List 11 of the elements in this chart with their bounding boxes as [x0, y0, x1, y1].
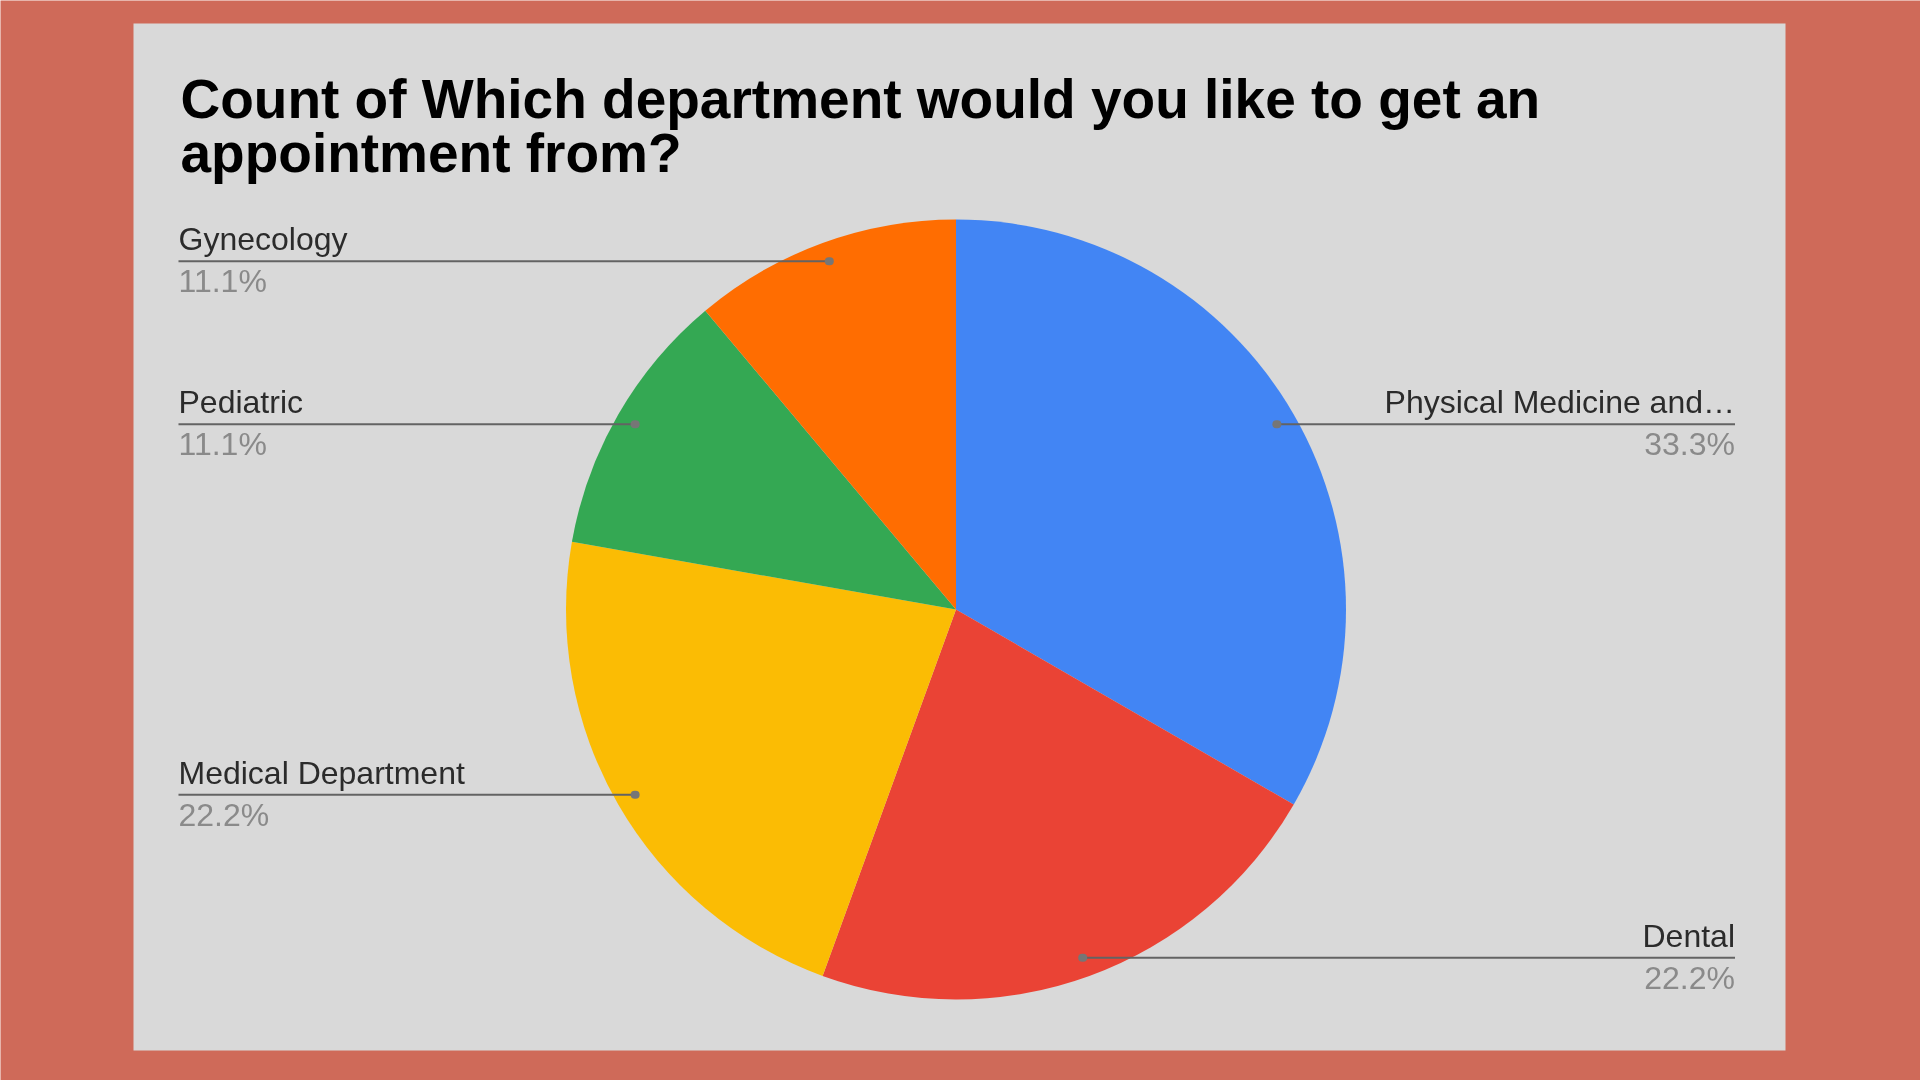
slice-label: Pediatric [178, 384, 303, 421]
slice-label: Gynecology [178, 221, 348, 258]
slice-label: Dental [1642, 917, 1735, 954]
data-label: 33.3% [1644, 426, 1735, 463]
slice-label: Medical Department [178, 754, 465, 791]
data-label: 22.2% [178, 796, 270, 833]
data-label: 11.1% [178, 263, 267, 300]
data-label: 11.1% [178, 426, 267, 463]
slice-label: Physical Medicine and… [1384, 384, 1735, 421]
chart-title: Count of Which department would you like to get an appointment from? [180, 67, 1541, 184]
data-label: 22.2% [1644, 959, 1735, 996]
